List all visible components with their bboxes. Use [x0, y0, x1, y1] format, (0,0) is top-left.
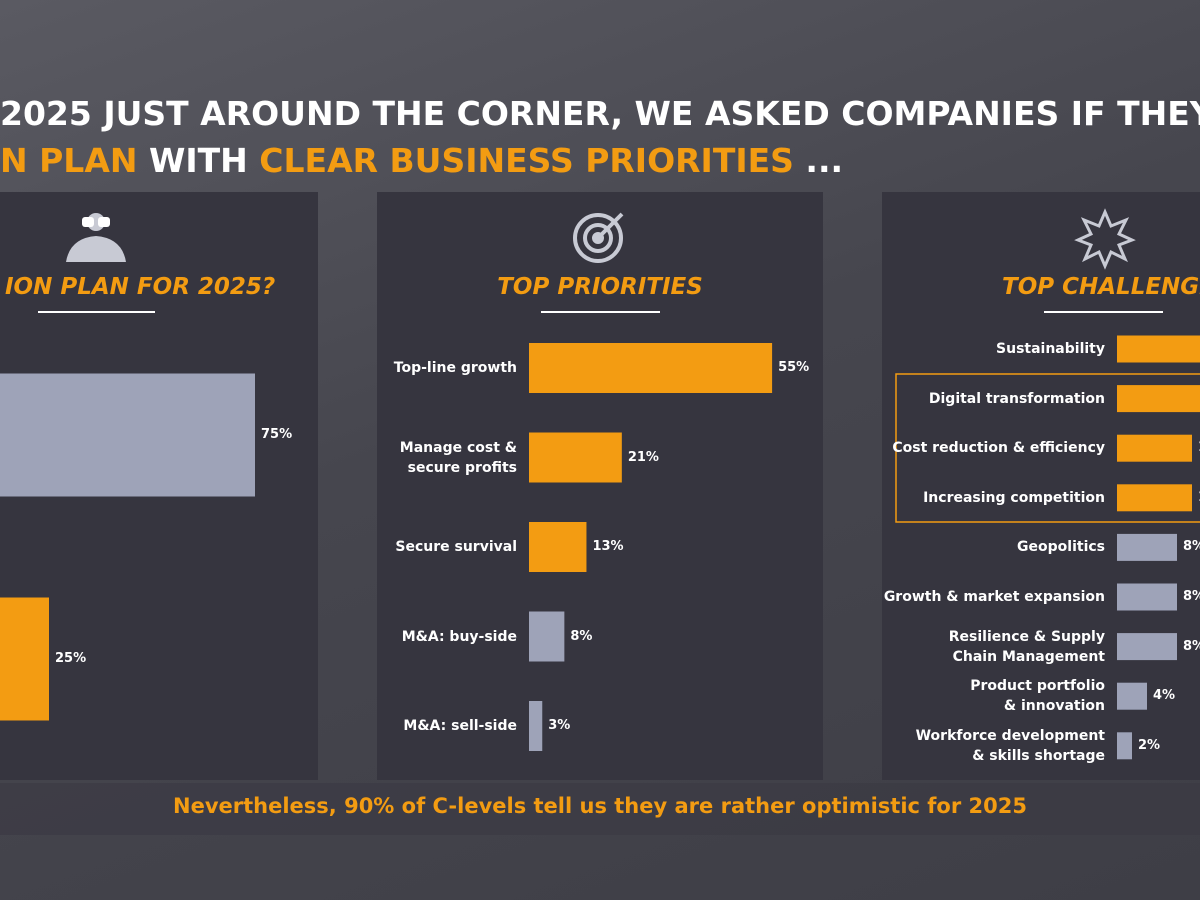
category-label: Manage cost & secure profits — [399, 439, 517, 476]
category-label: Sustainability — [996, 341, 1105, 357]
value-label: 55% — [778, 360, 810, 375]
panel — [377, 192, 823, 780]
category-label: Increasing competition — [923, 489, 1105, 506]
value-label: 21% — [627, 449, 659, 465]
category-label: Secure survival — [395, 539, 517, 555]
category-label: Cost reduction & efficiency — [892, 440, 1105, 457]
bar — [529, 522, 587, 572]
header-part: N PLAN — [0, 141, 138, 180]
highlight-box — [895, 373, 1200, 523]
bar — [529, 343, 773, 393]
bar — [1117, 434, 1192, 462]
panel-title: TOP PRIORITIES — [497, 274, 703, 300]
value-label: 8% — [1183, 589, 1200, 604]
panel-title: TOP CHALLENGES — [1002, 274, 1200, 300]
category-label: Resilience & Supply Chain Management — [948, 628, 1105, 665]
header-part: CLEAR BUSINESS PRIORITIES — [259, 141, 794, 180]
bar — [0, 373, 255, 497]
bar — [529, 701, 543, 751]
category-label: Top-line growth — [393, 360, 517, 376]
bar — [1117, 633, 1177, 661]
value-label: 75% — [261, 427, 293, 442]
category-label: Product portfolio & innovation — [970, 678, 1105, 715]
category-label: M&A: sell-side — [403, 718, 517, 734]
binoculars-icon — [66, 213, 126, 262]
category-label: Geopolitics — [1017, 539, 1105, 556]
bar — [1117, 682, 1147, 710]
value-label: 2% — [1138, 737, 1161, 753]
header-line: N PLAN WITH CLEAR BUSINESS PRIORITIES ..… — [0, 141, 843, 180]
panel-title: ION PLAN FOR 2025? — [5, 274, 276, 300]
value-label: 10% — [1198, 488, 1200, 508]
bar — [0, 597, 49, 721]
value-label: 8% — [570, 628, 593, 644]
bar — [1117, 732, 1132, 760]
value-label: 8% — [1183, 539, 1200, 555]
value-label: 4% — [1153, 688, 1176, 704]
bar — [529, 432, 622, 483]
header-line: 2025 JUST AROUND THE CORNER, WE ASKED CO… — [0, 94, 1200, 133]
header-part: WITH — [137, 141, 260, 180]
target-icon — [573, 212, 624, 263]
value-label: 10% — [1198, 438, 1200, 458]
bar — [1117, 484, 1192, 512]
category-label: Workforce development & skills shortage — [915, 727, 1105, 764]
bar — [1117, 385, 1200, 413]
value-label: 25% — [55, 651, 87, 666]
category-label: Growth & market expansion — [883, 589, 1105, 605]
value-label: 8% — [1183, 638, 1200, 654]
footer-band — [0, 783, 1200, 835]
value-label: 3% — [548, 718, 571, 733]
category-label: Digital transformation — [928, 390, 1105, 407]
burst-icon — [1074, 208, 1136, 270]
bar — [1117, 335, 1200, 363]
bar — [529, 611, 565, 662]
footer: Nevertheless, 90% of C-levels tell us th… — [173, 794, 1027, 818]
bar — [1117, 533, 1177, 561]
category-label: M&A: buy-side — [401, 628, 517, 645]
bar — [1117, 583, 1177, 611]
header-part: ... — [793, 141, 844, 180]
value-label: 13% — [592, 539, 624, 554]
